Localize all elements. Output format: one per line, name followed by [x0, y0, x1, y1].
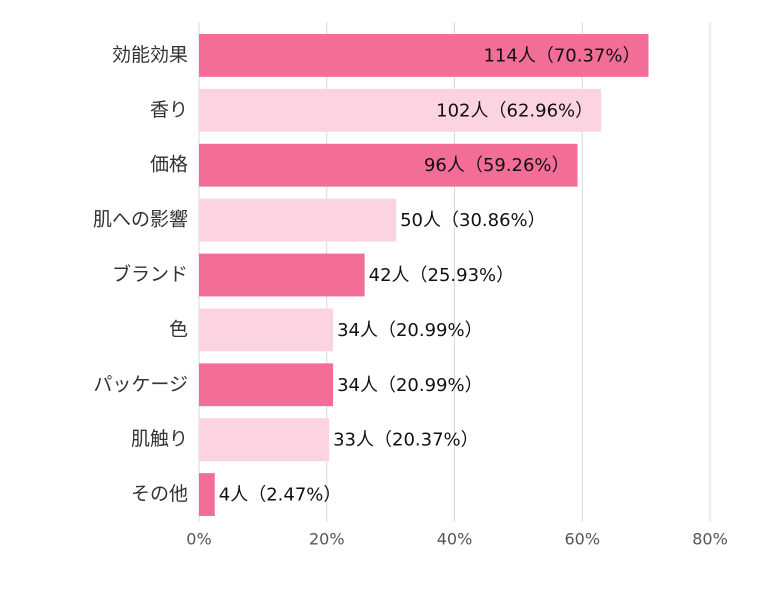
category-label: パッケージ [93, 373, 188, 395]
category-label: その他 [131, 483, 188, 505]
value-label: 34人（20.99%） [337, 375, 483, 396]
value-label: 34人（20.99%） [337, 320, 483, 341]
category-label: 価格 [150, 154, 188, 176]
x-tick-label: 20% [309, 530, 345, 549]
bar [199, 253, 365, 297]
x-tick-label: 40% [437, 530, 473, 549]
value-label: 4人（2.47%） [219, 485, 342, 506]
value-label: 50人（30.86%） [400, 210, 546, 231]
category-label: 香り [150, 99, 188, 121]
category-label: 肌触り [131, 428, 188, 450]
value-label: 96人（59.26%） [424, 155, 570, 176]
category-label: ブランド [112, 263, 188, 286]
x-tick-label: 0% [186, 530, 211, 549]
bar [199, 418, 330, 462]
bar [199, 198, 397, 242]
x-tick-label: 60% [564, 530, 600, 549]
x-tick-label: 80% [692, 530, 728, 549]
category-label: 色 [169, 318, 188, 340]
value-label: 102人（62.96%） [436, 100, 593, 121]
bar [199, 363, 334, 407]
category-label: 効能効果 [112, 44, 188, 66]
bar [199, 143, 578, 187]
bar [199, 34, 649, 77]
value-label: 114人（70.37%） [483, 45, 640, 66]
bar [199, 308, 334, 352]
value-label: 42人（25.93%） [369, 265, 515, 286]
bar [199, 88, 602, 132]
bar [199, 473, 215, 516]
value-label: 33人（20.37%） [333, 430, 479, 451]
category-label: 肌への影響 [93, 209, 188, 231]
